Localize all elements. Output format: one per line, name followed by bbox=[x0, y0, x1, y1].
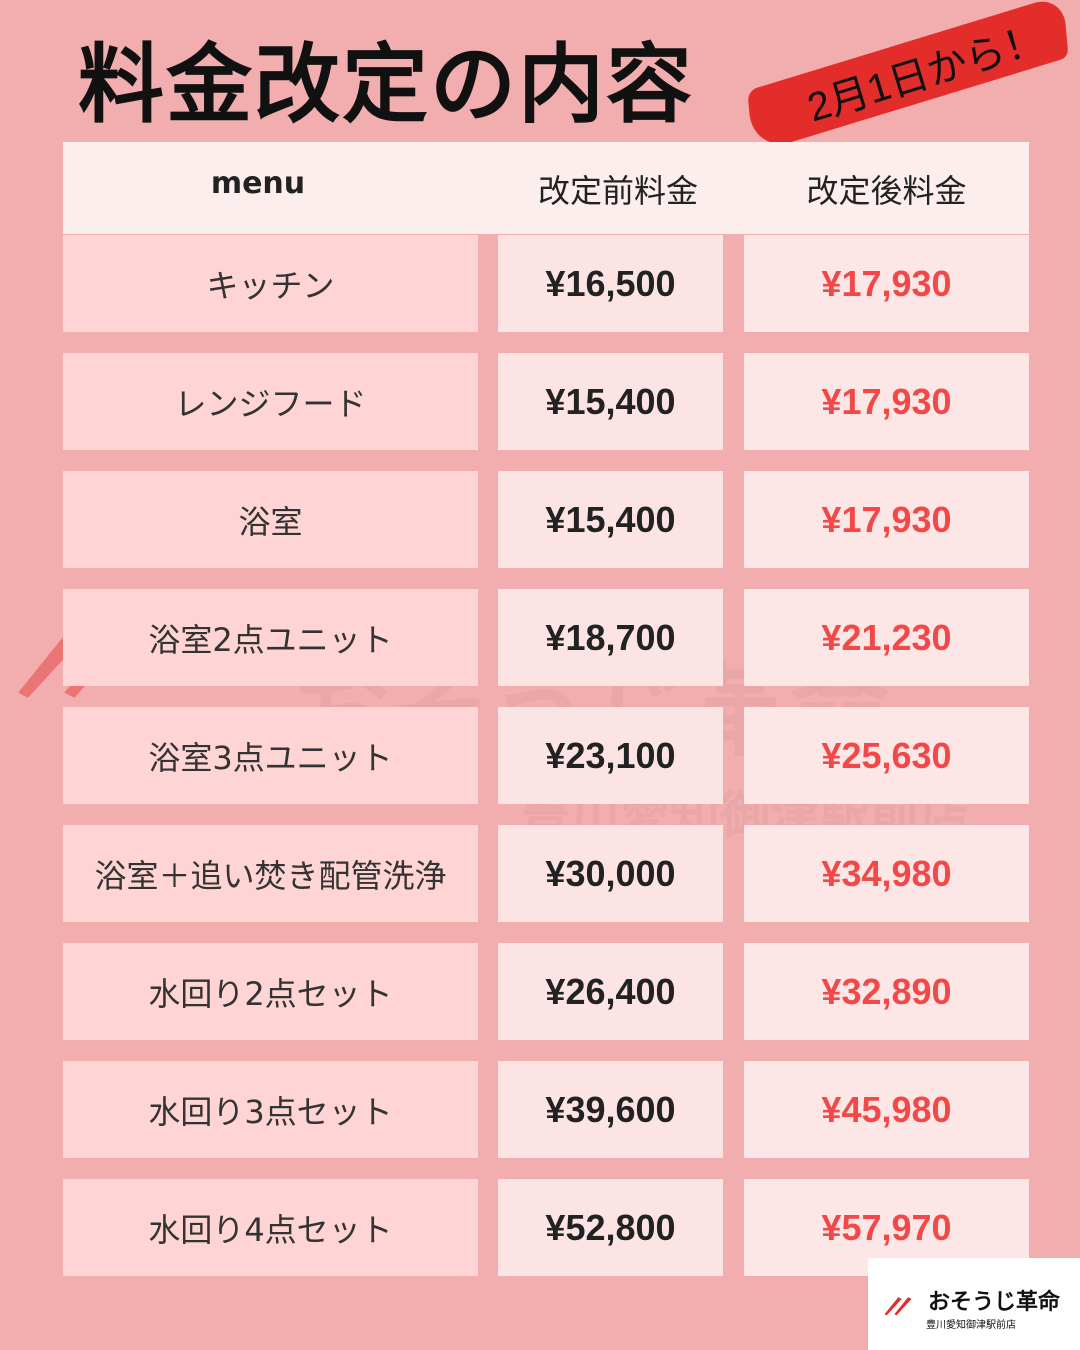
table-row: レンジフード ¥15,400 ¥17,930 bbox=[63, 353, 1029, 450]
table-row: 水回り4点セット ¥52,800 ¥57,970 bbox=[63, 1179, 1029, 1276]
menu-cell: 水回り2点セット bbox=[63, 943, 478, 1040]
price-before-cell: ¥52,800 bbox=[498, 1179, 723, 1276]
table-row: 水回り3点セット ¥39,600 ¥45,980 bbox=[63, 1061, 1029, 1158]
header-before: 改定前料金 bbox=[537, 172, 698, 210]
banner-text: 2月1日から！ bbox=[802, 16, 1050, 131]
logo-name: おそうじ革命 bbox=[928, 1290, 1061, 1315]
price-before-cell: ¥26,400 bbox=[498, 943, 723, 1040]
table-row: 浴室 ¥15,400 ¥17,930 bbox=[63, 471, 1029, 568]
price-before-cell: ¥16,500 bbox=[498, 235, 723, 332]
price-before-cell: ¥30,000 bbox=[498, 825, 723, 922]
menu-cell: 水回り4点セット bbox=[63, 1179, 478, 1276]
menu-cell: 浴室 bbox=[63, 471, 478, 568]
table-header: menu 改定前料金 改定後料金 bbox=[63, 142, 1029, 234]
price-before-cell: ¥23,100 bbox=[498, 707, 723, 804]
table-row: 浴室＋追い焚き配管洗浄 ¥30,000 ¥34,980 bbox=[63, 825, 1029, 922]
price-before-cell: ¥15,400 bbox=[498, 353, 723, 450]
brand-logo: 〃 おそうじ革命 豊川愛知御津駅前店 bbox=[868, 1258, 1080, 1350]
logo-mark-icon: 〃 bbox=[871, 1288, 924, 1328]
menu-cell: 浴室＋追い焚き配管洗浄 bbox=[63, 825, 478, 922]
price-before-cell: ¥15,400 bbox=[498, 471, 723, 568]
menu-cell: 浴室2点ユニット bbox=[63, 589, 478, 686]
table-row: 浴室3点ユニット ¥23,100 ¥25,630 bbox=[63, 707, 1029, 804]
price-after-cell: ¥34,980 bbox=[744, 825, 1029, 922]
price-before-cell: ¥39,600 bbox=[498, 1061, 723, 1158]
header-after: 改定後料金 bbox=[806, 172, 967, 210]
price-after-cell: ¥32,890 bbox=[744, 943, 1029, 1040]
price-before-cell: ¥18,700 bbox=[498, 589, 723, 686]
price-after-cell: ¥25,630 bbox=[744, 707, 1029, 804]
menu-cell: キッチン bbox=[63, 235, 478, 332]
price-after-cell: ¥45,980 bbox=[744, 1061, 1029, 1158]
menu-cell: レンジフード bbox=[63, 353, 478, 450]
menu-cell: 水回り3点セット bbox=[63, 1061, 478, 1158]
logo-branch: 豊川愛知御津駅前店 bbox=[926, 1320, 1016, 1331]
price-after-cell: ¥17,930 bbox=[744, 471, 1029, 568]
price-after-cell: ¥17,930 bbox=[744, 353, 1029, 450]
price-after-cell: ¥17,930 bbox=[744, 235, 1029, 332]
table-row: 浴室2点ユニット ¥18,700 ¥21,230 bbox=[63, 589, 1029, 686]
date-banner: 2月1日から！ bbox=[725, 0, 1069, 154]
table-row: 水回り2点セット ¥26,400 ¥32,890 bbox=[63, 943, 1029, 1040]
menu-cell: 浴室3点ユニット bbox=[63, 707, 478, 804]
price-after-cell: ¥57,970 bbox=[744, 1179, 1029, 1276]
price-after-cell: ¥21,230 bbox=[744, 589, 1029, 686]
header-menu: menu bbox=[210, 166, 306, 201]
page-title: 料金改定の内容 bbox=[78, 35, 694, 135]
table-row: キッチン ¥16,500 ¥17,930 bbox=[63, 235, 1029, 332]
